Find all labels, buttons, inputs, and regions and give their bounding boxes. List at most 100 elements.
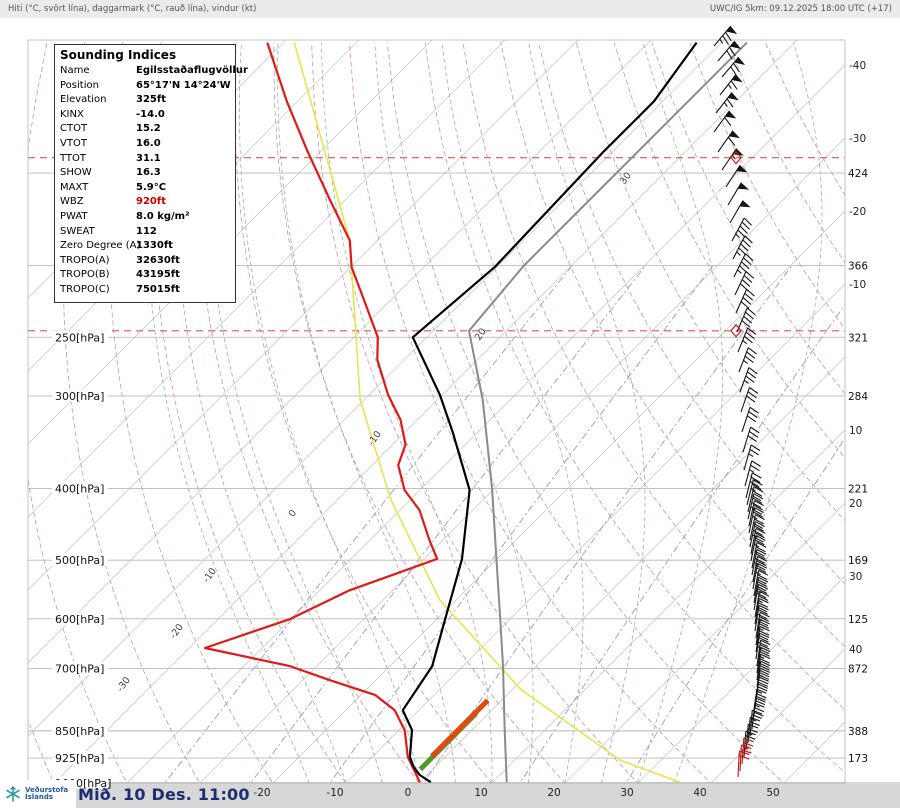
sounding-indices-panel: Sounding Indices Name Egilsstaðaflugvöllu… bbox=[54, 44, 248, 303]
logo-text: Veðurstofa Íslands bbox=[25, 785, 69, 802]
index-label: KINX bbox=[60, 108, 84, 120]
svg-text:872: 872 bbox=[848, 663, 868, 675]
svg-text:321: 321 bbox=[848, 332, 868, 344]
svg-text:-30: -30 bbox=[849, 133, 866, 145]
index-label: SWEAT bbox=[60, 225, 95, 237]
svg-text:-10: -10 bbox=[326, 787, 343, 799]
svg-text:-10: -10 bbox=[849, 279, 866, 291]
indices-row: TROPO(B) 43195ft bbox=[60, 268, 230, 283]
svg-text:850[hPa]: 850[hPa] bbox=[55, 725, 104, 738]
index-value: 43195ft bbox=[136, 269, 180, 281]
index-value: 31.1 bbox=[136, 152, 161, 164]
indices-row: TROPO(A) 32630ft bbox=[60, 254, 230, 269]
index-label: WBZ bbox=[60, 196, 84, 208]
index-value: -14.0 bbox=[136, 108, 165, 120]
indices-row: TROPO(C) 75015ft bbox=[60, 283, 230, 298]
svg-text:300[hPa]: 300[hPa] bbox=[55, 390, 104, 403]
svg-text:20: 20 bbox=[473, 326, 489, 342]
indices-row: SWEAT 112 bbox=[60, 225, 230, 240]
index-label: SHOW bbox=[60, 167, 92, 179]
svg-text:424: 424 bbox=[848, 168, 868, 180]
svg-text:50: 50 bbox=[766, 787, 779, 799]
svg-text:284: 284 bbox=[848, 391, 868, 403]
svg-text:125: 125 bbox=[848, 614, 868, 626]
svg-text:-20: -20 bbox=[849, 206, 866, 218]
indices-row: Zero Degree (A) 1330ft bbox=[60, 239, 230, 254]
svg-text:173: 173 bbox=[848, 753, 868, 765]
index-value: 75015ft bbox=[136, 283, 180, 295]
svg-text:20: 20 bbox=[849, 498, 862, 510]
footer-bar bbox=[0, 782, 900, 808]
header-left-label: Hiti (°C, svört lína), daggarmark (°C, r… bbox=[8, 4, 257, 14]
svg-text:-10: -10 bbox=[366, 429, 384, 448]
indices-row: KINX -14.0 bbox=[60, 108, 230, 123]
svg-text:30: 30 bbox=[849, 571, 862, 583]
svg-text:10: 10 bbox=[849, 425, 862, 437]
indices-rows: Name Egilsstaðaflugvöllur Position 65°17'N … bbox=[60, 64, 248, 298]
index-value: 920ft bbox=[136, 196, 167, 208]
indices-row: Name Egilsstaðaflugvöllur bbox=[60, 64, 248, 79]
svg-text:0: 0 bbox=[405, 787, 412, 799]
indices-row: TTOT 31.1 bbox=[60, 152, 230, 167]
index-value: 1330ft bbox=[136, 240, 173, 252]
index-value: 112 bbox=[136, 225, 157, 237]
svg-text:250[hPa]: 250[hPa] bbox=[55, 331, 104, 344]
svg-text:366: 366 bbox=[848, 261, 868, 273]
chart-header: Hiti (°C, svört lína), daggarmark (°C, r… bbox=[0, 0, 900, 18]
index-label: TROPO(A) bbox=[60, 254, 110, 266]
indices-title: Sounding Indices bbox=[60, 48, 177, 62]
svg-text:-20: -20 bbox=[168, 622, 186, 641]
svg-text:30: 30 bbox=[620, 787, 633, 799]
svg-text:388: 388 bbox=[848, 726, 868, 738]
svg-text:-30: -30 bbox=[115, 675, 133, 694]
svg-text:700[hPa]: 700[hPa] bbox=[55, 662, 104, 675]
indices-row: SHOW 16.3 bbox=[60, 166, 230, 181]
svg-text:-40: -40 bbox=[849, 60, 866, 72]
svg-text:0: 0 bbox=[287, 508, 299, 519]
index-value: 5.9°C bbox=[136, 181, 167, 193]
indices-row: Position 65°17'N 14°24'W bbox=[60, 79, 231, 94]
index-label: Elevation bbox=[60, 94, 107, 106]
svg-text:10: 10 bbox=[474, 787, 487, 799]
svg-text:400[hPa]: 400[hPa] bbox=[55, 482, 104, 495]
index-value: 16.3 bbox=[136, 167, 161, 179]
index-label: PWAT bbox=[60, 210, 88, 222]
index-label: TTOT bbox=[60, 152, 87, 164]
svg-text:169: 169 bbox=[848, 555, 868, 567]
svg-text:925[hPa]: 925[hPa] bbox=[55, 752, 104, 765]
index-label: MAXT bbox=[60, 181, 89, 193]
index-value: Egilsstaðaflugvöllur bbox=[136, 65, 248, 76]
svg-text:500[hPa]: 500[hPa] bbox=[55, 554, 104, 567]
svg-text:-20: -20 bbox=[253, 787, 270, 799]
indices-row: CTOT 15.2 bbox=[60, 122, 230, 137]
svg-text:-10: -10 bbox=[201, 566, 219, 585]
logo-text-line2: Íslands bbox=[25, 793, 54, 801]
svg-text:40: 40 bbox=[849, 644, 862, 656]
indices-row: PWAT 8.0 kg/m² bbox=[60, 210, 230, 225]
index-label: TROPO(C) bbox=[60, 283, 110, 295]
index-label: CTOT bbox=[60, 123, 88, 135]
header-right-label: UWC/IG 5km: 09.12.2025 18:00 UTC (+17) bbox=[709, 4, 892, 14]
index-value: 325ft bbox=[136, 94, 167, 106]
index-value: 16.0 bbox=[136, 137, 161, 149]
valid-date-label: Mið. 10 Des. 11:00 bbox=[78, 785, 250, 804]
wind-barb-column bbox=[713, 25, 771, 778]
index-value: 8.0 kg/m² bbox=[136, 210, 190, 222]
indices-row: VTOT 16.0 bbox=[60, 137, 230, 152]
index-label: Position bbox=[60, 79, 99, 91]
indices-row: WBZ 920ft bbox=[60, 195, 230, 210]
logo-text-line1: Veðurstofa bbox=[25, 785, 69, 794]
index-label: Name bbox=[60, 65, 90, 76]
svg-text:221: 221 bbox=[848, 483, 868, 495]
indices-row: MAXT 5.9°C bbox=[60, 181, 230, 196]
index-label: TROPO(B) bbox=[60, 269, 110, 281]
index-label: VTOT bbox=[60, 137, 87, 149]
svg-text:20: 20 bbox=[547, 787, 560, 799]
svg-text:40: 40 bbox=[693, 787, 706, 799]
index-label: Zero Degree (A) bbox=[60, 240, 141, 252]
vedurstofa-logo: Veðurstofa Íslands bbox=[0, 780, 76, 808]
indices-row: Elevation 325ft bbox=[60, 93, 230, 108]
index-value: 65°17'N 14°24'W bbox=[136, 79, 231, 91]
index-value: 15.2 bbox=[136, 123, 161, 135]
